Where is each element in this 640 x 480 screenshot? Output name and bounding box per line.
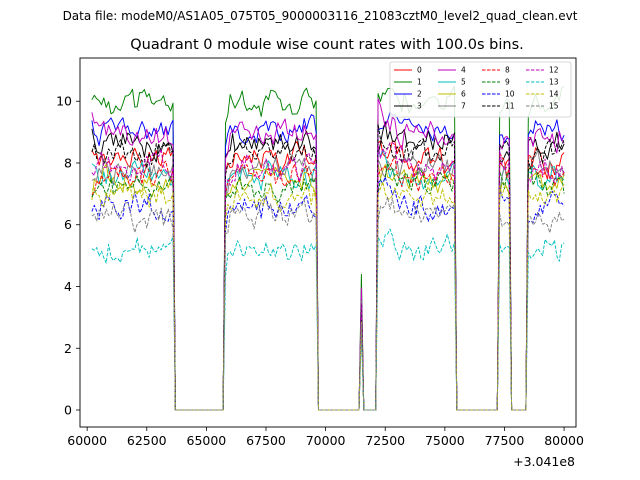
legend-label-12: 12 [549, 66, 559, 75]
x-tick-label-67500: 67500 [246, 433, 286, 448]
y-tick-label-6: 6 [64, 217, 72, 232]
legend-box [389, 61, 572, 118]
plot-area [80, 58, 576, 427]
legend-label-14: 14 [549, 90, 559, 99]
legend-label-3: 3 [417, 102, 422, 111]
x-axis-offset-label: +3.041e8 [513, 454, 575, 469]
y-tick-label-8: 8 [64, 155, 72, 170]
plot-frame [79, 57, 577, 428]
x-tick-label-65000: 65000 [187, 433, 227, 448]
series-line-12 [91, 142, 565, 411]
x-tick-label-60000: 60000 [67, 433, 107, 448]
legend-label-1: 1 [417, 78, 422, 87]
suptitle: Data file: modeM0/AS1A05_075T05_90000031… [63, 9, 578, 23]
legend-label-8: 8 [505, 66, 510, 75]
x-tick-label-72500: 72500 [365, 433, 405, 448]
y-tick-label-10: 10 [56, 94, 72, 109]
chart-title: Quadrant 0 module wise count rates with … [130, 37, 524, 53]
legend-label-10: 10 [505, 90, 515, 99]
x-tick-label-62500: 62500 [127, 433, 167, 448]
x-tick-label-70000: 70000 [306, 433, 346, 448]
legend-label-0: 0 [417, 66, 422, 75]
legend-label-13: 13 [549, 78, 559, 87]
legend-label-2: 2 [417, 90, 422, 99]
y-axis: 0 2 4 6 8 10 [56, 94, 80, 418]
legend-label-5: 5 [461, 78, 466, 87]
series-line-15 [91, 196, 565, 411]
legend-label-4: 4 [461, 66, 466, 75]
x-axis: 60000 62500 65000 67500 70000 72500 75000 77500… [67, 427, 584, 448]
legend-label-15: 15 [549, 102, 559, 111]
y-tick-label-4: 4 [64, 279, 72, 294]
legend-label-11: 11 [505, 102, 515, 111]
x-tick-label-75000: 75000 [425, 433, 465, 448]
legend-label-9: 9 [505, 78, 510, 87]
x-tick-label-80000: 80000 [544, 433, 584, 448]
y-tick-label-0: 0 [64, 403, 72, 418]
y-tick-label-2: 2 [64, 341, 72, 356]
series-layer [91, 85, 565, 411]
legend-label-7: 7 [461, 102, 466, 111]
x-tick-label-77500: 77500 [485, 433, 525, 448]
legend-label-6: 6 [461, 90, 466, 99]
series-line-9 [91, 162, 565, 411]
